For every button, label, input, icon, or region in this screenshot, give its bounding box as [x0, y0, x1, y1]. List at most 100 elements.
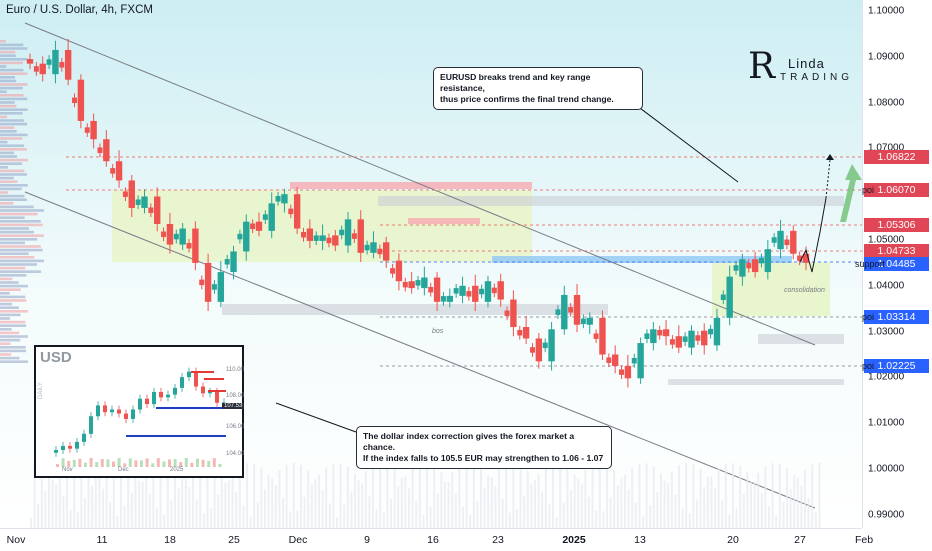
volume-bar: [494, 486, 497, 528]
candle: [421, 277, 428, 289]
volume-bar: [732, 463, 734, 528]
x-tick-label: 25: [228, 534, 240, 546]
candle: [59, 62, 65, 68]
y-tick-label: 0.99000: [868, 509, 905, 521]
inset-volume-bar: [89, 458, 93, 467]
candle: [561, 294, 568, 330]
candle: [446, 295, 454, 302]
candle: [204, 262, 212, 302]
inset-volume-bar: [145, 458, 149, 467]
inset-candle: [54, 450, 58, 453]
candle: [351, 233, 357, 239]
volume-bar: [429, 506, 432, 528]
candle: [619, 369, 625, 375]
candle: [230, 251, 237, 273]
volume-profile-bar: [0, 223, 43, 227]
x-tick-label: Feb: [854, 534, 874, 546]
volume-bar: [336, 517, 338, 528]
volume-bar: [764, 466, 767, 528]
candle: [517, 329, 523, 336]
price-level-tag[interactable]: 1.06070: [864, 183, 929, 197]
inset-volume-bar: [218, 463, 222, 467]
volume-bar: [627, 489, 630, 528]
volume-profile-bar: [0, 360, 28, 363]
volume-profile-bar: [0, 194, 25, 198]
candle: [357, 219, 364, 253]
volume-bar: [300, 464, 302, 528]
volume-bar: [33, 463, 36, 528]
volume-bar: [80, 464, 83, 528]
level-label: poi: [862, 361, 875, 371]
volume-profile-bar: [0, 205, 34, 209]
candle: [433, 277, 441, 302]
inset-volume-bar: [212, 458, 216, 467]
candle: [802, 253, 810, 263]
volume-profile-bar: [0, 169, 25, 173]
price-level-tag[interactable]: 1.05306: [864, 218, 929, 232]
volume-bar: [724, 464, 727, 528]
volume-profile-bar: [0, 65, 7, 68]
y-tick-label: 1.01000: [868, 417, 905, 429]
volume-profile-bar: [0, 306, 19, 309]
volume-bar: [210, 508, 212, 528]
candle: [224, 259, 230, 265]
volume-bar: [69, 509, 72, 528]
x-tick-label: 16: [427, 534, 439, 546]
volume-profile-bar: [0, 288, 21, 291]
time-scale[interactable]: [0, 528, 862, 551]
volume-profile-bar: [0, 356, 20, 360]
y-tick-label: 1.02000: [868, 371, 905, 383]
price-level-tag[interactable]: 1.02225: [864, 359, 929, 373]
volume-profile-bar: [0, 61, 24, 65]
candle: [695, 335, 701, 341]
candle: [306, 228, 314, 241]
volume-bar: [512, 463, 515, 528]
price-level-tag[interactable]: 1.04733: [864, 244, 929, 258]
volume-bar: [714, 487, 716, 528]
volume-bar: [498, 469, 500, 528]
candle: [440, 296, 446, 302]
volume-bar: [235, 492, 238, 528]
volume-profile-bar: [0, 324, 27, 327]
candle: [301, 231, 307, 238]
volume-bar: [706, 476, 709, 528]
candle: [688, 330, 695, 348]
candle: [593, 333, 599, 339]
candle: [466, 291, 472, 297]
volume-bar: [742, 494, 745, 528]
price-level-tag[interactable]: 1.04485: [864, 257, 929, 271]
volume-bar: [544, 466, 547, 528]
volume-bar: [613, 470, 616, 528]
candle: [364, 244, 370, 251]
volume-bar: [102, 488, 104, 528]
volume-bar: [775, 515, 778, 528]
volume-bar: [260, 467, 263, 528]
volume-bar: [786, 467, 788, 528]
volume-bar: [325, 467, 328, 528]
candle: [77, 79, 85, 121]
volume-bar: [91, 485, 94, 528]
inset-candle: [180, 377, 184, 388]
volume-bar: [354, 473, 356, 528]
volume-bar: [642, 516, 644, 528]
volume-bar: [44, 490, 47, 528]
candle: [535, 338, 543, 362]
volume-profile-bar: [0, 115, 8, 119]
inset-volume-bar: [61, 458, 65, 467]
volume-profile-bar: [0, 238, 38, 241]
resistance-zone: [290, 182, 532, 189]
volume-bar: [580, 484, 583, 528]
volume-bar: [562, 503, 565, 528]
volume-bar: [73, 463, 76, 528]
candle: [110, 168, 116, 174]
inset-volume-bar: [100, 459, 104, 467]
poi-zone: [378, 196, 844, 206]
inset-candle: [131, 409, 135, 419]
candle: [573, 294, 581, 325]
inset-plot: [54, 367, 226, 467]
volume-bar: [361, 483, 364, 528]
candle: [529, 347, 535, 353]
price-level-tag[interactable]: 1.06822: [864, 150, 929, 164]
inset-candle: [75, 441, 79, 449]
price-level-tag[interactable]: 1.03314: [864, 310, 929, 324]
